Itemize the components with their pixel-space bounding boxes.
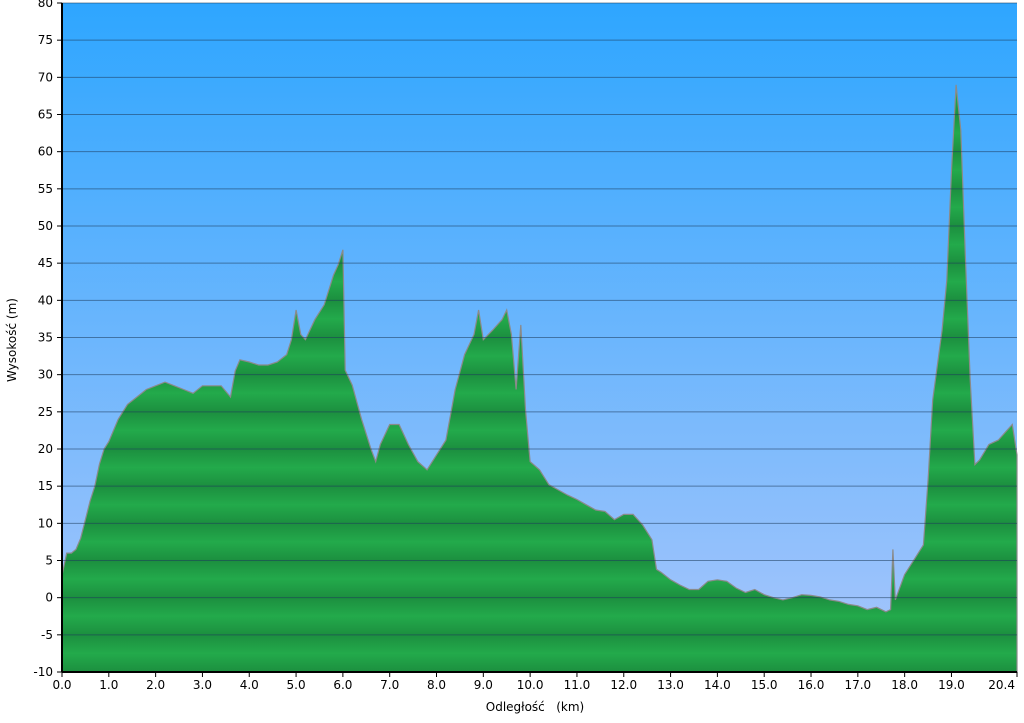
y-tick-label: 55 (38, 182, 53, 196)
x-tick-label: 19.0 (938, 678, 965, 692)
x-tick-label: 3.0 (193, 678, 212, 692)
x-tick-label: 8.0 (427, 678, 446, 692)
y-tick-label: 35 (38, 331, 53, 345)
x-tick-label: 11.0 (564, 678, 591, 692)
y-tick-label: 20 (38, 442, 53, 456)
x-tick-label: 15.0 (751, 678, 778, 692)
y-tick-label: 45 (38, 256, 53, 270)
y-tick-label: 10 (38, 516, 53, 530)
y-tick-label: 15 (38, 479, 53, 493)
y-axis-label: Wysokość (m) (5, 298, 19, 382)
y-tick-label: 5 (45, 554, 53, 568)
y-tick-label: 80 (38, 0, 53, 10)
x-tick-label: 17.0 (844, 678, 871, 692)
x-tick-label: 9.0 (474, 678, 493, 692)
y-tick-label: 30 (38, 368, 53, 382)
x-tick-label: 7.0 (380, 678, 399, 692)
elevation-area (61, 84, 1018, 673)
y-tick-label: -5 (41, 628, 53, 642)
x-tick-label: 0.0 (52, 678, 71, 692)
x-tick-label: 13.0 (657, 678, 684, 692)
x-tick-label: 14.0 (704, 678, 731, 692)
x-tick-label: 10.0 (517, 678, 544, 692)
x-tick-label: 2.0 (146, 678, 165, 692)
x-tick-label: 1.0 (99, 678, 118, 692)
x-tick-label: 4.0 (240, 678, 259, 692)
y-tick-label: 75 (38, 33, 53, 47)
x-axis-label: Odległość (km) (486, 700, 584, 714)
y-tick-label: -10 (33, 665, 53, 679)
x-tick-label: 5.0 (287, 678, 306, 692)
y-tick-label: 0 (45, 591, 53, 605)
x-tick-label: 18.0 (891, 678, 918, 692)
y-tick-label: 60 (38, 145, 53, 159)
y-tick-label: 70 (38, 70, 53, 84)
x-tick-label: 6.0 (333, 678, 352, 692)
y-tick-label: 25 (38, 405, 53, 419)
y-tick-label: 50 (38, 219, 53, 233)
x-tick-label: 20.4 (988, 678, 1015, 692)
y-tick-label: 65 (38, 108, 53, 122)
x-tick-label: 12.0 (610, 678, 637, 692)
y-tick-label: 40 (38, 293, 53, 307)
x-tick-label: 16.0 (798, 678, 825, 692)
